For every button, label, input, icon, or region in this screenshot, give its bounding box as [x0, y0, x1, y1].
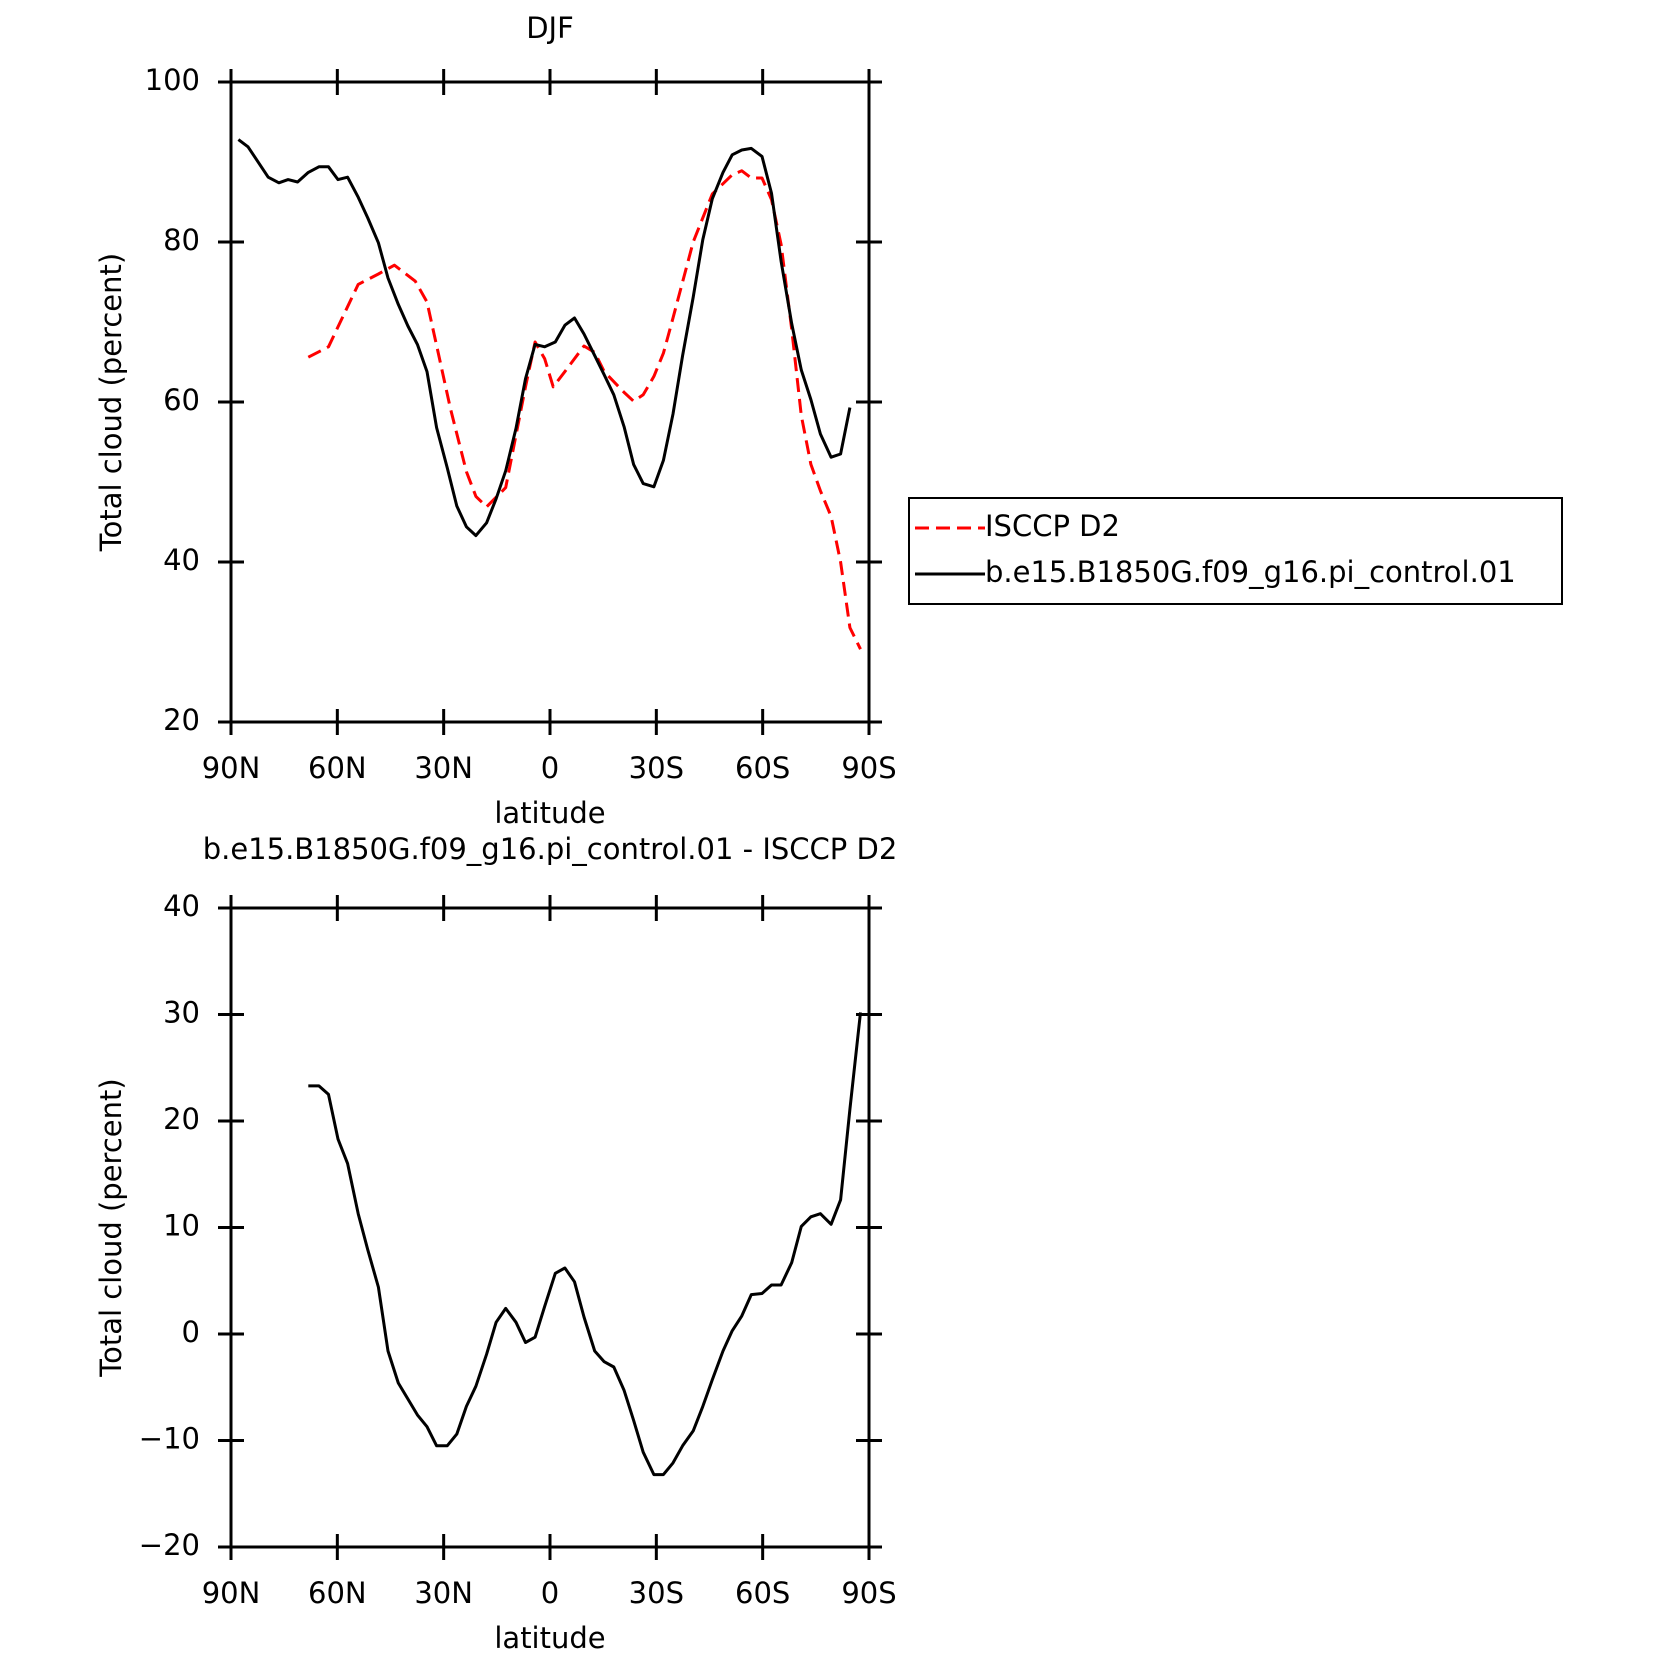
legend-label: b.e15.B1850G.f09_g16.pi_control.01: [985, 555, 1516, 589]
y-tick-label: 100: [145, 63, 200, 97]
x-tick-label: 60N: [308, 1576, 367, 1610]
legend-box: [908, 497, 1563, 605]
chart-title: b.e15.B1850G.f09_g16.pi_control.01 - ISC…: [203, 832, 898, 866]
x-tick-label: 30N: [414, 751, 473, 785]
x-tick-label: 30S: [629, 1576, 684, 1610]
x-tick-label: 0: [541, 1576, 559, 1610]
x-tick-label: 60S: [735, 1576, 790, 1610]
y-tick-label: 80: [163, 223, 200, 257]
plot-frame: [229, 80, 871, 724]
x-tick-label: 90S: [841, 751, 896, 785]
plot-frame: [229, 906, 871, 1549]
y-tick-label: 60: [163, 383, 200, 417]
x-tick-label: 30N: [414, 1576, 473, 1610]
x-tick-label: 60S: [735, 751, 790, 785]
y-tick-label: 20: [163, 703, 200, 737]
x-tick-label: 0: [541, 751, 559, 785]
y-tick-label: 20: [163, 1102, 200, 1136]
y-axis-label: Total cloud (percent): [94, 1078, 128, 1377]
x-tick-label: 60N: [308, 751, 367, 785]
y-tick-label: 0: [182, 1315, 200, 1349]
y-tick-label: 40: [163, 889, 200, 923]
y-tick-label: −10: [139, 1422, 200, 1456]
data-line: [237, 138, 852, 538]
legend-label: ISCCP D2: [985, 509, 1120, 543]
data-line: [308, 1012, 862, 1477]
y-tick-label: 30: [163, 996, 200, 1030]
x-tick-label: 30S: [629, 751, 684, 785]
chart-title: DJF: [526, 11, 574, 45]
y-tick-label: −20: [139, 1528, 200, 1562]
y-tick-label: 40: [163, 543, 200, 577]
x-tick-label: 90N: [202, 751, 261, 785]
x-tick-label: 90N: [202, 1576, 261, 1610]
x-axis-label: latitude: [494, 1621, 605, 1655]
y-tick-label: 10: [163, 1209, 200, 1243]
y-axis-label: Total cloud (percent): [94, 253, 128, 552]
x-axis-label: latitude: [494, 796, 605, 830]
x-tick-label: 90S: [841, 1576, 896, 1610]
